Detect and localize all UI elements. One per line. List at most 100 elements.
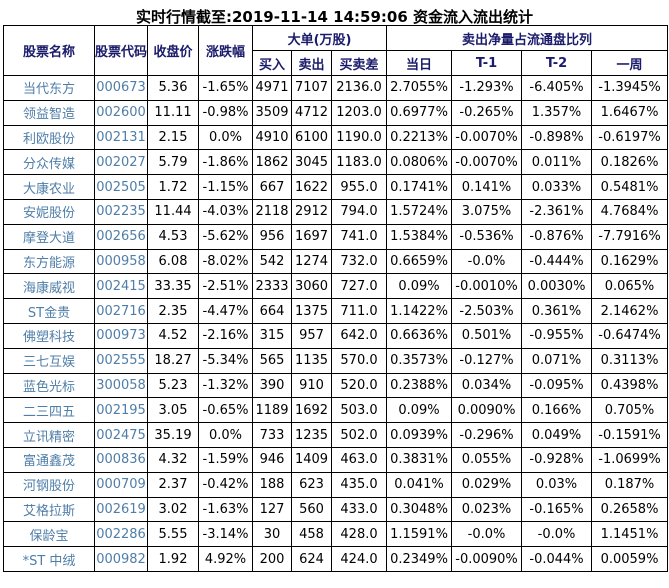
- cell-day: 1.5384%: [386, 223, 453, 250]
- cell-stock-name[interactable]: 蓝色光标: [3, 372, 95, 399]
- cell-stock-name[interactable]: 海康威视: [3, 273, 95, 300]
- cell-change-pct: -4.03%: [198, 198, 254, 225]
- cell-day: 0.09%: [386, 397, 453, 424]
- cell-stock-name[interactable]: 艾格拉斯: [3, 496, 95, 523]
- cell-stock-code[interactable]: 000709: [93, 471, 149, 498]
- cell-stock-name[interactable]: 利欧股份: [3, 124, 95, 151]
- cell-stock-code[interactable]: 000973: [93, 322, 149, 349]
- cell-stock-name[interactable]: 领益智造: [3, 99, 95, 126]
- cell-buy-sell-diff: 1203.0: [331, 99, 388, 126]
- cell-buy-sell-diff: 435.0: [331, 471, 388, 498]
- cell-stock-code[interactable]: 002415: [93, 273, 149, 300]
- cell-t2: 1.357%: [521, 99, 593, 126]
- col-header-sell: 卖出: [291, 50, 333, 76]
- cell-t1: 0.023%: [451, 496, 523, 523]
- table-row: 河钢股份 000709 2.37 -0.42% 188 623 435.0 0.041% 0.0…: [3, 471, 669, 498]
- cell-stock-code[interactable]: 002286: [93, 521, 149, 548]
- cell-stock-code[interactable]: 002131: [93, 124, 149, 151]
- cell-buy: 3509: [252, 99, 293, 126]
- cell-stock-code[interactable]: 000958: [93, 248, 149, 275]
- cell-stock-code[interactable]: 002600: [93, 99, 149, 126]
- cell-close-price: 3.02: [147, 496, 200, 523]
- cell-stock-code[interactable]: 002656: [93, 223, 149, 250]
- cell-close-price: 11.44: [147, 198, 200, 225]
- cell-t1: -0.0070%: [451, 149, 523, 176]
- cell-buy: 956: [252, 223, 293, 250]
- cell-stock-code[interactable]: 000673: [93, 75, 149, 101]
- cell-change-pct: 0.0%: [198, 422, 254, 448]
- cell-stock-name[interactable]: 富通鑫茂: [3, 446, 95, 473]
- cell-change-pct: -3.14%: [198, 521, 254, 548]
- cell-change-pct: -1.86%: [198, 149, 254, 176]
- cell-buy-sell-diff: 794.0: [331, 198, 388, 225]
- cell-buy-sell-diff: 2136.0: [331, 75, 388, 101]
- cell-close-price: 5.23: [147, 372, 200, 399]
- cell-week: -1.0699%: [591, 446, 669, 473]
- cell-day: 0.2213%: [386, 124, 453, 151]
- cell-t2: 0.071%: [521, 347, 593, 374]
- cell-stock-name[interactable]: 立讯精密: [3, 422, 95, 448]
- cell-sell: 623: [291, 471, 333, 498]
- cell-stock-name[interactable]: 二三四五: [3, 397, 95, 424]
- cell-stock-code[interactable]: 002027: [93, 149, 149, 176]
- cell-stock-code[interactable]: 000836: [93, 446, 149, 473]
- cell-stock-code[interactable]: 002555: [93, 347, 149, 374]
- table-row: 领益智造 002600 11.11 -0.98% 3509 4712 1203.0 0.697…: [3, 99, 669, 126]
- cell-change-pct: 0.0%: [198, 124, 254, 151]
- cell-stock-code[interactable]: 000982: [93, 546, 149, 572]
- cell-stock-name[interactable]: 摩登大道: [3, 223, 95, 250]
- cell-sell: 1274: [291, 248, 333, 275]
- table-row: 分众传媒 002027 5.79 -1.86% 1862 3045 1183.0 0.0806…: [3, 149, 669, 176]
- cell-t1: 0.034%: [451, 372, 523, 399]
- cell-stock-name[interactable]: 安妮股份: [3, 198, 95, 225]
- table-header: 股票名称 股票代码 收盘价 涨跌幅 大单(万股) 卖出净量占流通盘比列 买入 卖…: [3, 25, 669, 76]
- table-row: 保龄宝 002286 5.55 -3.14% 30 458 428.0 1.1591% -0.0…: [3, 521, 669, 548]
- cell-stock-name[interactable]: 分众传媒: [3, 149, 95, 176]
- col-header-week: 一周: [591, 50, 669, 76]
- cell-t2: -0.955%: [521, 322, 593, 349]
- table-row: 富通鑫茂 000836 4.32 -1.59% 946 1409 463.0 0.3831% 0…: [3, 446, 669, 473]
- cell-stock-name[interactable]: 大康农业: [3, 174, 95, 200]
- cell-close-price: 4.52: [147, 322, 200, 349]
- cell-stock-name[interactable]: *ST 中绒: [3, 546, 95, 572]
- cell-stock-name[interactable]: 佛塑科技: [3, 322, 95, 349]
- cell-day: 1.1591%: [386, 521, 453, 548]
- cell-stock-code[interactable]: 300058: [93, 372, 149, 399]
- cell-t2: -0.095%: [521, 372, 593, 399]
- cell-day: 0.041%: [386, 471, 453, 498]
- cell-week: 0.065%: [591, 273, 669, 300]
- cell-stock-name[interactable]: 当代东方: [3, 75, 95, 101]
- cell-buy-sell-diff: 1190.0: [331, 124, 388, 151]
- cell-buy-sell-diff: 520.0: [331, 372, 388, 399]
- cell-buy-sell-diff: 711.0: [331, 298, 388, 324]
- cell-change-pct: -0.42%: [198, 471, 254, 498]
- col-header-stock-name: 股票名称: [3, 25, 95, 76]
- cell-sell: 624: [291, 546, 333, 572]
- cell-stock-code[interactable]: 002475: [93, 422, 149, 448]
- cell-sell: 1409: [291, 446, 333, 473]
- cell-stock-name[interactable]: 河钢股份: [3, 471, 95, 498]
- cell-stock-code[interactable]: 002716: [93, 298, 149, 324]
- cell-close-price: 1.72: [147, 174, 200, 200]
- cell-stock-code[interactable]: 002235: [93, 198, 149, 225]
- cell-stock-code[interactable]: 002195: [93, 397, 149, 424]
- cell-buy-sell-diff: 955.0: [331, 174, 388, 200]
- table-body: 当代东方 000673 5.36 -1.65% 4971 7107 2136.0 2.7055…: [3, 75, 669, 572]
- cell-stock-name[interactable]: 东方能源: [3, 248, 95, 275]
- cell-t1: 3.075%: [451, 198, 523, 225]
- cell-stock-name[interactable]: 三七互娱: [3, 347, 95, 374]
- cell-buy-sell-diff: 503.0: [331, 397, 388, 424]
- cell-close-price: 4.32: [147, 446, 200, 473]
- cell-stock-code[interactable]: 002619: [93, 496, 149, 523]
- cell-change-pct: -0.98%: [198, 99, 254, 126]
- table-row: *ST 中绒 000982 1.92 4.92% 200 624 424.0 0.2349% -…: [3, 546, 669, 572]
- cell-stock-name[interactable]: ST金贵: [3, 298, 95, 324]
- cell-t1: -0.265%: [451, 99, 523, 126]
- cell-sell: 3060: [291, 273, 333, 300]
- cell-day: 0.09%: [386, 273, 453, 300]
- cell-stock-code[interactable]: 002505: [93, 174, 149, 200]
- table-row: 立讯精密 002475 35.19 0.0% 733 1235 502.0 0.0939% -0…: [3, 422, 669, 448]
- cell-close-price: 2.37: [147, 471, 200, 498]
- cell-stock-name[interactable]: 保龄宝: [3, 521, 95, 548]
- cell-t1: -1.293%: [451, 75, 523, 101]
